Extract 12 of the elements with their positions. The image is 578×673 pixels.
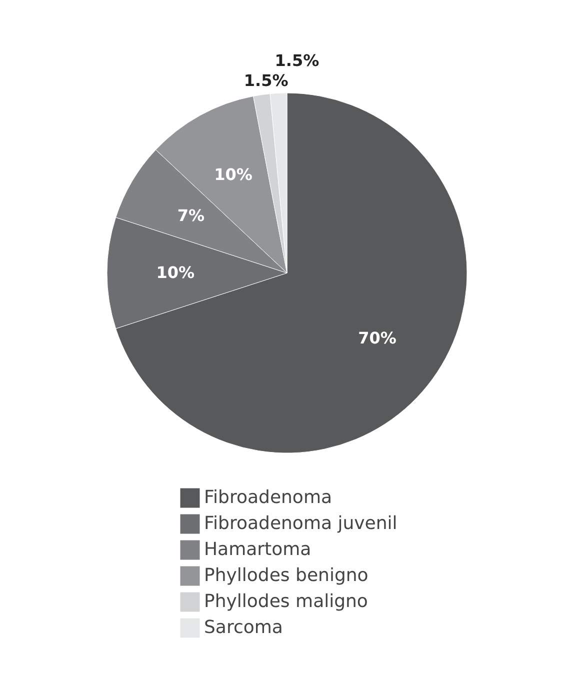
legend-label: Fibroadenoma juvenil (204, 513, 398, 534)
data-label: 1.5% (274, 51, 320, 70)
data-label: 1.5% (244, 71, 288, 90)
data-label: 10% (156, 263, 195, 282)
legend-label: Fibroadenoma (204, 487, 332, 508)
data-label: 7% (177, 206, 205, 226)
data-label: 70% (358, 328, 396, 348)
legend-label: Hamartoma (204, 539, 312, 560)
legend-label: Phyllodes benigno (204, 565, 368, 586)
data-label: 10% (214, 165, 252, 184)
legend-label: Sarcoma (204, 617, 283, 638)
legend-label: Phyllodes maligno (204, 591, 368, 612)
